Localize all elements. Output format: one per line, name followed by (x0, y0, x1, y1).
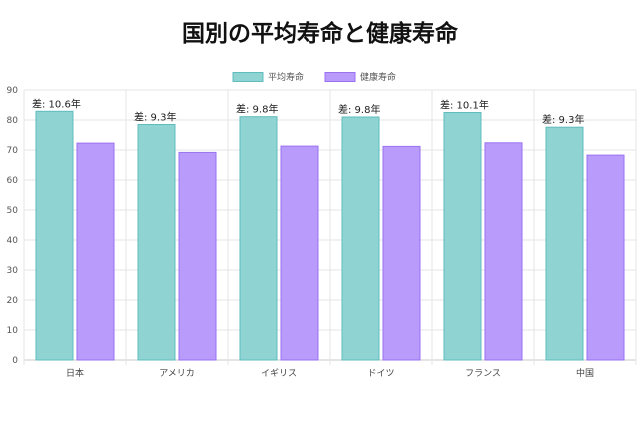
x-tick-label: 中国 (576, 367, 594, 379)
bar-healthy (586, 154, 625, 361)
y-tick-label: 80 (7, 116, 19, 126)
bar-healthy (76, 142, 115, 361)
y-tick-label: 90 (7, 86, 19, 96)
bar-average (545, 126, 584, 361)
y-tick-label: 50 (7, 206, 19, 216)
x-tick-label: アメリカ (159, 368, 195, 379)
legend-swatch (324, 72, 356, 82)
y-tick-label: 10 (7, 326, 19, 336)
bar-healthy (178, 151, 217, 361)
chart-title: 国別の平均寿命と健康寿命 (182, 21, 458, 47)
y-tick-label: 70 (7, 146, 19, 156)
x-tick-label: 日本 (66, 367, 84, 379)
diff-label: 差: 10.1年 (440, 99, 489, 112)
x-tick-label: フランス (465, 368, 501, 379)
bar-healthy (382, 145, 421, 361)
bar-average (239, 116, 278, 361)
bars (35, 110, 625, 361)
bar-average (137, 124, 176, 361)
grid-lines (23, 89, 637, 365)
x-tick-label: ドイツ (367, 369, 394, 379)
y-axis: 0 10 20 30 40 50 60 70 80 90 (7, 86, 19, 366)
bar-average (443, 112, 482, 361)
diff-label: 差: 10.6年 (32, 97, 81, 110)
y-tick-label: 40 (7, 236, 19, 246)
bar-average (35, 110, 74, 361)
diff-label: 差: 9.8年 (338, 103, 380, 116)
bar-healthy (280, 145, 319, 361)
y-tick-label: 0 (12, 356, 18, 366)
y-tick-label: 20 (7, 296, 19, 306)
bar-healthy (484, 142, 523, 361)
diff-label: 差: 9.3年 (542, 113, 584, 126)
x-tick-label: イギリス (261, 368, 297, 379)
legend-swatch (232, 72, 264, 82)
diff-label: 差: 9.8年 (236, 103, 278, 116)
x-axis: 日本 アメリカ イギリス ドイツ フランス 中国 (66, 367, 594, 379)
legend-label: 平均寿命 (268, 71, 304, 83)
legend: 平均寿命 健康寿命 (232, 71, 396, 83)
diff-labels: 差: 10.6年差: 9.3年 差: 9.8年 差: 9.8年 差: 10.1年差: … (32, 97, 584, 126)
y-tick-label: 60 (7, 176, 19, 186)
diff-label: 差: 9.3年 (134, 111, 176, 124)
bar-average (341, 116, 380, 361)
legend-label: 健康寿命 (360, 71, 396, 83)
y-tick-label: 30 (7, 266, 19, 276)
